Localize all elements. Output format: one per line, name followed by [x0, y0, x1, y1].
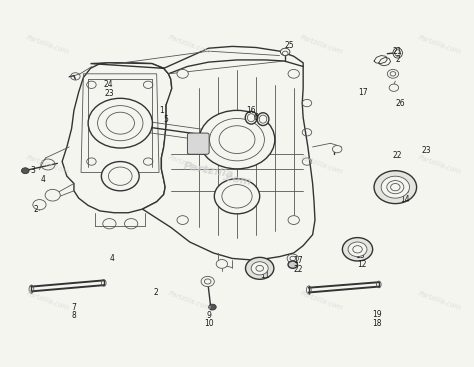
Circle shape: [201, 276, 214, 287]
Circle shape: [214, 179, 260, 214]
Text: 8: 8: [72, 311, 76, 320]
Circle shape: [281, 48, 290, 55]
Circle shape: [381, 176, 410, 198]
Text: Partzilla.com: Partzilla.com: [300, 290, 344, 311]
Text: 16: 16: [246, 106, 256, 115]
Circle shape: [209, 304, 216, 310]
Text: Partzilla.com: Partzilla.com: [300, 34, 344, 55]
Text: 17: 17: [293, 256, 303, 265]
Ellipse shape: [257, 113, 269, 126]
Text: Partzilla.com: Partzilla.com: [167, 290, 212, 311]
Circle shape: [33, 200, 46, 210]
Circle shape: [177, 69, 188, 78]
Circle shape: [374, 171, 417, 204]
Circle shape: [45, 189, 60, 201]
Text: 22: 22: [393, 151, 402, 160]
Text: 2: 2: [153, 288, 158, 297]
Circle shape: [387, 69, 399, 78]
Text: 2: 2: [34, 204, 38, 214]
Text: 11: 11: [261, 271, 270, 280]
Circle shape: [348, 242, 367, 257]
Text: 10: 10: [204, 319, 213, 328]
Circle shape: [21, 168, 29, 174]
Text: 17: 17: [358, 88, 367, 97]
Text: Partzilla: Partzilla: [182, 161, 235, 180]
Text: 12: 12: [357, 260, 367, 269]
Circle shape: [287, 254, 299, 263]
Text: Partzilla.com: Partzilla.com: [26, 34, 70, 55]
Text: 21: 21: [393, 47, 402, 57]
Circle shape: [199, 110, 275, 169]
Circle shape: [389, 84, 399, 91]
Polygon shape: [91, 46, 303, 74]
Text: 9: 9: [206, 310, 211, 320]
Circle shape: [246, 257, 274, 279]
Text: .com: .com: [221, 172, 253, 188]
Ellipse shape: [245, 111, 257, 124]
Text: 18: 18: [373, 319, 382, 328]
Text: 3: 3: [30, 166, 35, 175]
Text: Partzilla.com: Partzilla.com: [418, 155, 463, 176]
Text: 23: 23: [421, 146, 431, 155]
Text: 25: 25: [284, 41, 294, 50]
Text: 6: 6: [254, 113, 258, 122]
FancyBboxPatch shape: [187, 133, 209, 154]
Text: Partzilla.com: Partzilla.com: [26, 155, 70, 176]
Text: 14: 14: [400, 196, 410, 204]
Circle shape: [288, 261, 298, 268]
Circle shape: [288, 216, 300, 225]
Text: 2: 2: [396, 55, 401, 64]
Text: Partzilla.com: Partzilla.com: [167, 155, 212, 176]
Text: 24: 24: [104, 80, 113, 89]
Text: Partzilla.com: Partzilla.com: [26, 290, 70, 311]
Text: Partzilla.com: Partzilla.com: [167, 34, 212, 55]
Text: 7: 7: [72, 303, 76, 312]
Circle shape: [342, 237, 373, 261]
Text: 19: 19: [373, 310, 382, 319]
Polygon shape: [143, 60, 315, 260]
Text: 13: 13: [355, 251, 365, 261]
Text: 15: 15: [400, 186, 410, 195]
Text: 4: 4: [41, 175, 46, 184]
Text: 23: 23: [105, 90, 114, 98]
Text: 5: 5: [164, 115, 169, 124]
Polygon shape: [62, 63, 172, 213]
Circle shape: [251, 262, 268, 275]
Circle shape: [177, 216, 188, 225]
Circle shape: [288, 69, 300, 78]
Text: 22: 22: [294, 265, 303, 274]
Text: 26: 26: [396, 99, 405, 108]
Text: 4: 4: [109, 254, 114, 263]
Circle shape: [88, 98, 153, 148]
Circle shape: [332, 145, 342, 153]
Text: 20: 20: [192, 139, 201, 148]
Text: Partzilla.com: Partzilla.com: [418, 290, 463, 311]
Circle shape: [216, 259, 228, 268]
Circle shape: [101, 161, 139, 191]
Text: Partzilla.com: Partzilla.com: [300, 155, 344, 176]
Text: Partzilla.com: Partzilla.com: [418, 34, 463, 55]
Ellipse shape: [393, 48, 402, 58]
Text: 1: 1: [159, 106, 164, 115]
